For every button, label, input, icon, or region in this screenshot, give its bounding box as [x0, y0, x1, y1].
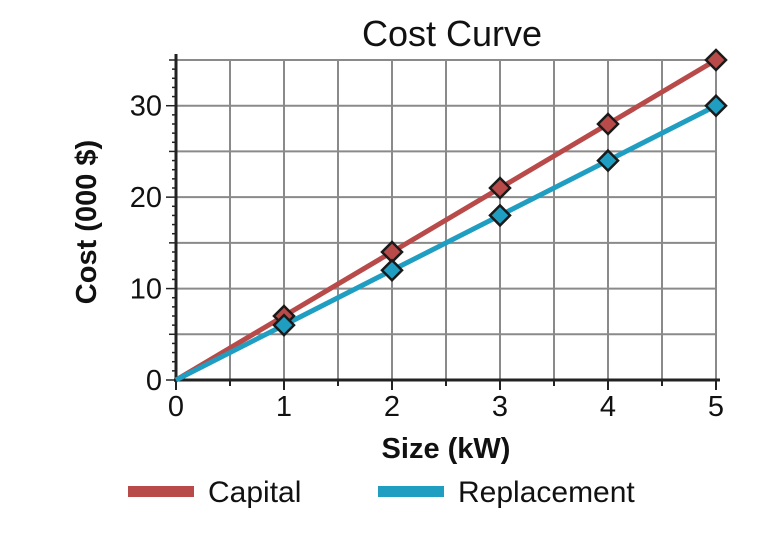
legend-swatch-replacement	[378, 486, 444, 497]
y-tick-label: 10	[130, 274, 162, 306]
x-tick-label: 0	[168, 391, 184, 423]
series-line-replacement	[174, 103, 718, 383]
data-point-replacement	[596, 148, 620, 173]
x-tick-label: 2	[384, 391, 400, 423]
series-line-capital	[174, 57, 718, 383]
y-axis-ticks: 0 10 20 30	[130, 91, 162, 397]
legend-label-capital: Capital	[208, 476, 301, 509]
data-point-capital	[704, 48, 728, 72]
x-axis-ticks: 0 1 2 3 4 5	[168, 391, 724, 423]
legend-label-replacement: Replacement	[458, 476, 635, 509]
chart-title: Cost Curve	[362, 13, 542, 54]
x-tick-label: 4	[600, 391, 616, 423]
x-tick-label: 1	[276, 391, 292, 423]
y-tick-label: 0	[146, 365, 162, 397]
x-tick-label: 3	[492, 391, 508, 423]
y-tick-label: 20	[130, 182, 162, 214]
x-tick-label: 5	[708, 391, 724, 423]
data-point-replacement	[704, 93, 728, 118]
legend-swatch-capital	[128, 486, 194, 497]
data-point-capital	[488, 176, 512, 200]
data-point-replacement	[488, 203, 512, 228]
legend: Capital Replacement	[128, 476, 635, 509]
y-axis-label: Cost (000 $)	[71, 140, 103, 304]
x-axis-label: Size (kW)	[382, 433, 511, 465]
data-point-capital	[596, 112, 620, 136]
y-tick-label: 30	[130, 91, 162, 123]
series-group	[174, 48, 728, 383]
axes	[166, 54, 720, 390]
data-point-replacement	[272, 313, 296, 337]
data-point-replacement	[380, 258, 404, 283]
